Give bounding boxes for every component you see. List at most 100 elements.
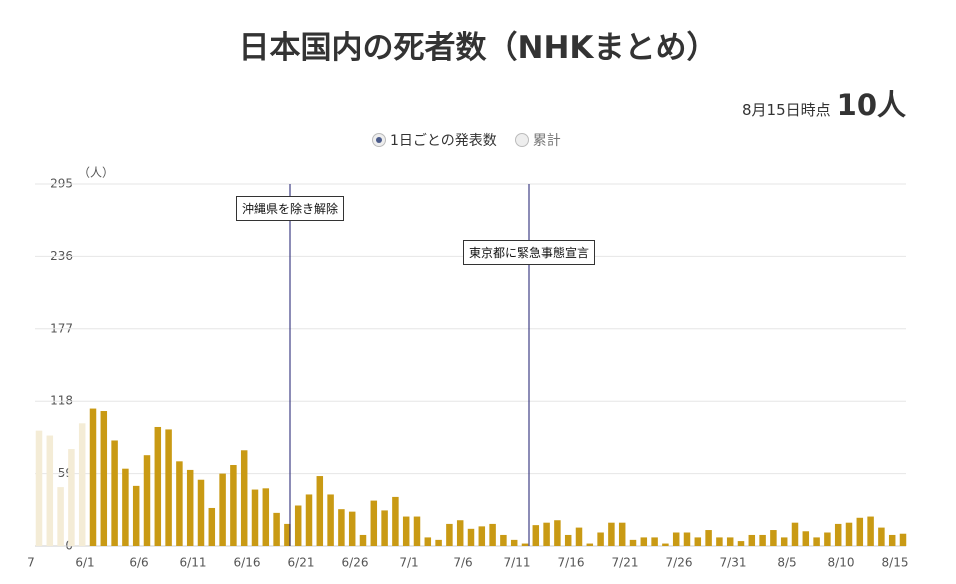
bar: [294, 505, 302, 546]
bar: [780, 537, 788, 546]
bar: [824, 532, 831, 546]
bar: [100, 411, 108, 546]
bar: [845, 522, 853, 546]
bar: [748, 534, 756, 546]
bar: [597, 532, 604, 546]
x-tick-label: 6/11: [180, 556, 207, 570]
bar: [856, 517, 864, 546]
bar: [608, 522, 615, 546]
bar: [327, 494, 334, 546]
bar: [435, 539, 442, 546]
radio-label[interactable]: 1日ごとの発表数: [390, 133, 497, 149]
x-tick-label: 8/10: [828, 556, 855, 570]
bar: [716, 537, 723, 546]
bar: [143, 455, 151, 546]
bar: [240, 450, 248, 546]
bar: [392, 496, 399, 546]
radio-total[interactable]: 累計: [514, 130, 561, 150]
x-tick-label: 6/6: [129, 556, 148, 570]
bar: [381, 510, 388, 546]
bar: [273, 512, 280, 546]
radio-dot[interactable]: [372, 133, 386, 147]
bar: [208, 507, 216, 546]
bar: [737, 541, 745, 546]
x-tick-label: 7/26: [666, 556, 693, 570]
x-tick-label: 7/21: [612, 556, 639, 570]
bar: [348, 511, 356, 546]
bar: [35, 430, 43, 546]
radio-daily[interactable]: 1日ごとの発表数: [372, 130, 497, 150]
bar: [705, 530, 712, 546]
bar: [899, 533, 907, 546]
bar: [424, 537, 432, 546]
chart-title: 日本国内の死者数（NHKまとめ）: [238, 30, 718, 66]
bar: [521, 543, 529, 546]
bar: [359, 534, 367, 546]
bar: [338, 509, 345, 546]
bar: [413, 516, 421, 546]
bar: [543, 522, 550, 546]
bar: [262, 488, 270, 546]
bar: [122, 468, 129, 546]
bar: [219, 473, 226, 546]
bar: [618, 522, 626, 546]
bar: [694, 537, 702, 546]
bar: [791, 522, 799, 546]
bar: [132, 485, 140, 546]
bar: [402, 516, 410, 546]
bar: [489, 523, 496, 546]
bar: [176, 461, 183, 546]
bar: [802, 531, 810, 546]
x-tick-label: 6/21: [288, 556, 315, 570]
bar: [305, 494, 313, 546]
bar: [651, 537, 658, 546]
x-tick-label: 7/11: [504, 556, 531, 570]
bar: [672, 532, 680, 546]
bar: [640, 537, 648, 546]
as-of-date: 8月15日時点: [742, 101, 831, 119]
bar: [230, 465, 237, 546]
x-tick-label: 7/1: [399, 556, 418, 570]
bar: [456, 520, 464, 546]
bar: [867, 516, 874, 546]
bar: [186, 469, 194, 546]
bar: [683, 532, 691, 546]
bar: [759, 534, 766, 546]
bar: [878, 527, 885, 546]
bar: [532, 525, 540, 546]
x-tick-label: 6/16: [234, 556, 261, 570]
x-tick-label: 7/16: [558, 556, 585, 570]
bar: [510, 539, 518, 546]
x-tick-label: 6/26: [342, 556, 369, 570]
radio-label[interactable]: 累計: [532, 133, 561, 149]
bar: [629, 539, 637, 546]
bar: [284, 523, 291, 546]
x-tick-label: 8/5: [777, 556, 796, 570]
x-tick-label: 8/15: [882, 556, 909, 570]
bar: [89, 408, 97, 546]
bar: [834, 523, 842, 546]
x-tick-label: 7/6: [453, 556, 472, 570]
bar: [813, 537, 820, 546]
annotation: 東京都に緊急事態宣言: [463, 240, 596, 265]
bar: [586, 543, 594, 546]
bar: [370, 500, 378, 546]
bar: [197, 479, 205, 546]
bar: [726, 537, 734, 546]
bar: [554, 520, 561, 546]
x-tick-label: 7/31: [720, 556, 747, 570]
bar: [78, 423, 86, 546]
bar: [46, 435, 54, 546]
as-of: 8月15日時点 10人: [742, 82, 906, 124]
bar: [111, 440, 118, 546]
bar: [564, 534, 572, 546]
bar: [57, 487, 64, 546]
x-tick-label: 7: [27, 556, 35, 570]
bar: [251, 489, 259, 546]
bar: [500, 534, 507, 546]
mode-switch: 1日ごとの発表数 累計: [372, 130, 561, 150]
radio-dot[interactable]: [514, 133, 529, 147]
bar: [575, 527, 583, 546]
